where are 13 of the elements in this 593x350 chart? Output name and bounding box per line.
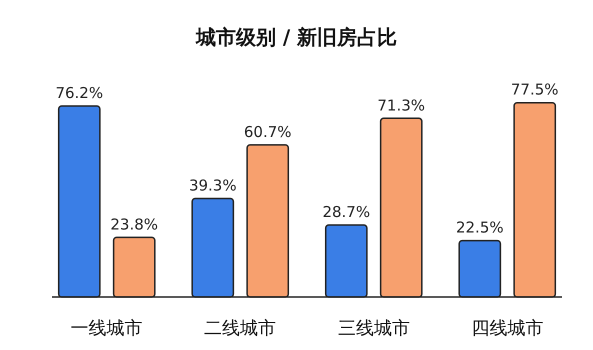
data-label: 71.3% [377, 96, 426, 114]
data-label: 22.5% [456, 218, 504, 237]
data-label: 23.8% [110, 215, 158, 234]
x-tick-label: 四线城市 [471, 318, 544, 339]
chart-title: 城市级别 / 新旧房占比 [194, 25, 398, 49]
data-label: 60.7% [244, 122, 292, 141]
data-label: 76.2% [55, 84, 104, 102]
x-tick-label: 三线城市 [338, 318, 410, 339]
data-label: 28.7% [322, 203, 370, 222]
data-label: 77.5% [510, 80, 559, 99]
x-tick-label: 二线城市 [204, 318, 276, 339]
data-label: 39.3% [188, 176, 237, 194]
x-tick-label: 一线城市 [70, 318, 143, 339]
